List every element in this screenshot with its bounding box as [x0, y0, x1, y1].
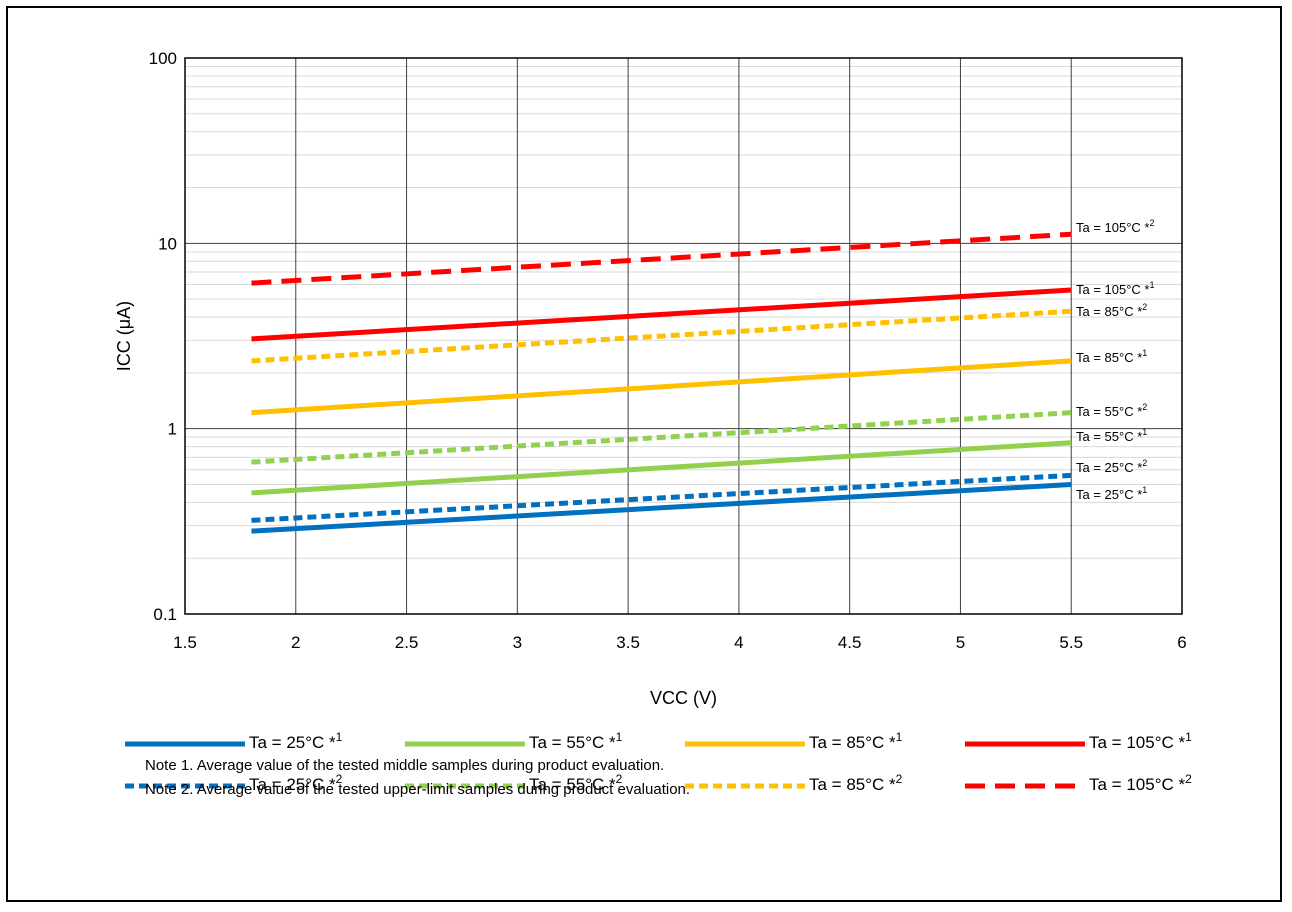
legend-label: Ta = 55°C *1 — [529, 730, 623, 752]
x-tick-label: 2.5 — [395, 633, 419, 652]
note-1: Note 1. Average value of the tested midd… — [145, 757, 665, 774]
x-tick-label: 5 — [956, 633, 965, 652]
series-line — [251, 440, 1072, 496]
series-end-label: Ta = 25°C *2 — [1076, 458, 1147, 475]
y-axis-title: ICC (μA) — [114, 301, 134, 371]
legend-label: Ta = 25°C *1 — [249, 730, 343, 752]
series-line — [251, 231, 1072, 286]
series-end-label: Ta = 55°C *1 — [1076, 427, 1147, 444]
series-line — [251, 472, 1072, 523]
x-tick-label: 4 — [734, 633, 743, 652]
x-tick-label: 3.5 — [616, 633, 640, 652]
x-tick-label: 5.5 — [1059, 633, 1083, 652]
series-line — [251, 287, 1072, 342]
y-tick-label: 10 — [158, 234, 177, 253]
series-line — [251, 410, 1072, 465]
x-tick-label: 6 — [1177, 633, 1186, 652]
y-tick-label: 0.1 — [153, 605, 177, 624]
series-end-label: Ta = 85°C *2 — [1076, 302, 1147, 319]
note-2: Note 2. Average value of the tested uppe… — [145, 781, 691, 798]
series-end-labels: Ta = 25°C *1 Ta = 55°C *1 Ta = 85°C *1 Ta =… — [1076, 218, 1155, 502]
x-tick-label: 2 — [291, 633, 300, 652]
series-end-label: Ta = 105°C *2 — [1076, 218, 1155, 235]
legend-label: Ta = 85°C *2 — [809, 772, 903, 794]
plot-area-border — [184, 57, 1183, 615]
series-end-label: Ta = 105°C *1 — [1076, 280, 1155, 297]
y-tick-label: 100 — [149, 49, 177, 68]
series-end-label: Ta = 85°C *1 — [1076, 348, 1147, 365]
x-axis-title: VCC (V) — [650, 688, 717, 708]
x-tick-label: 4.5 — [838, 633, 862, 652]
x-tick-label: 3 — [513, 633, 522, 652]
legend-label: Ta = 25°C *2 — [249, 772, 343, 794]
series-end-label: Ta = 25°C *1 — [1076, 485, 1147, 502]
legend-label: Ta = 85°C *1 — [809, 730, 903, 752]
x-tick-label: 1.5 — [173, 633, 197, 652]
tick-labels: 1.5 2 2.5 3 3.5 4 4.5 5 5.5 6 0.1 1 10 100 — [149, 49, 1187, 652]
series-end-label: Ta = 55°C *2 — [1076, 402, 1147, 419]
legend-label: Ta = 105°C *1 — [1089, 730, 1192, 752]
legend-label: Ta = 105°C *2 — [1089, 772, 1192, 794]
y-tick-label: 1 — [168, 420, 177, 439]
series-lines — [251, 231, 1072, 534]
series-line — [251, 358, 1072, 416]
legend-label: Ta = 55°C *2 — [529, 772, 623, 794]
series-line — [251, 481, 1072, 534]
legend: Ta = 25°C *1 Ta = 55°C *1 Ta = 85°C *1 Ta =… — [125, 730, 1192, 794]
series-line — [251, 308, 1072, 364]
